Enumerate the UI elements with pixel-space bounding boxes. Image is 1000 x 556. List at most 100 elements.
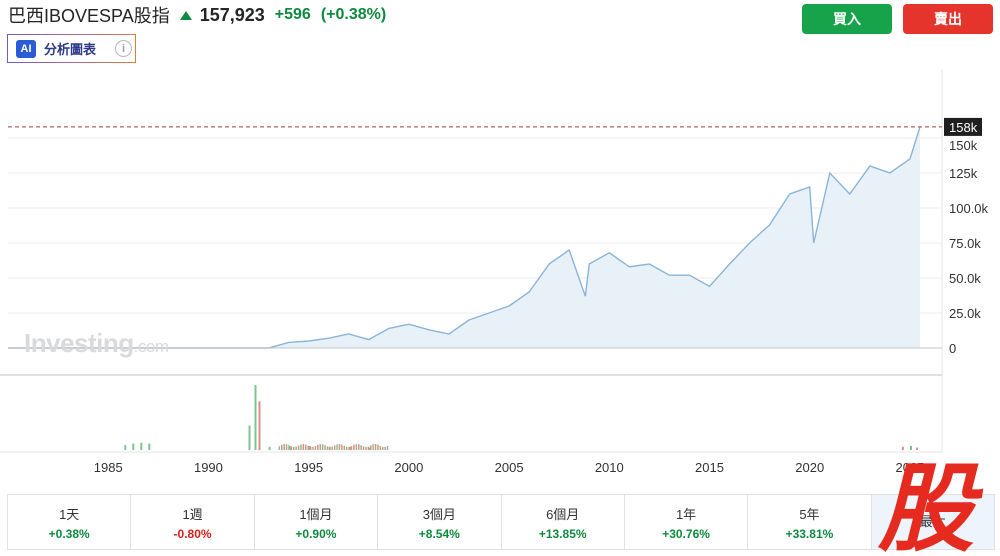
period-label: 1天 (59, 506, 80, 522)
last-price: 157,923 (199, 4, 265, 25)
period-cell[interactable]: 最大 (871, 495, 994, 549)
stamp-logo: 股 (877, 458, 984, 554)
watermark-suffix: .com (133, 337, 169, 356)
instrument-header: 巴西IBOVESPA股指 157,923 +596 (+0.38%) (8, 2, 386, 28)
period-cell[interactable]: 1天 +0.38% (8, 495, 132, 549)
volume-bar (278, 446, 281, 450)
period-value: +8.54% (418, 526, 460, 541)
volume-bar (910, 445, 912, 450)
volume-bar (386, 446, 389, 450)
volume-bar (353, 444, 355, 450)
volume-bar (329, 447, 331, 450)
ai-analysis-label: 分析圖表 (44, 42, 97, 57)
ai-analysis-button[interactable]: AI 分析圖表 (7, 34, 136, 63)
period-performance-bar: 1天 +0.38% 1週 -0.80% 1個月 +0.90% 3個月 +8.54% 6個月 +13… (7, 494, 995, 550)
volume-bar (326, 446, 329, 450)
period-cell[interactable]: 1週 -0.80% (131, 495, 255, 549)
period-cell[interactable]: 6個月 +13.85% (502, 495, 625, 549)
volume-bar (288, 445, 290, 450)
volume-bar (124, 445, 127, 450)
period-value: +13.85% (538, 526, 587, 541)
volume-bar (384, 446, 386, 450)
x-tick-label: 2015 (695, 460, 724, 475)
watermark-brand: Investing (24, 328, 134, 358)
volume-bar (317, 444, 319, 450)
volume-bar (338, 444, 341, 450)
volume-bar (140, 442, 143, 450)
investing-watermark: Investing.com (24, 328, 169, 359)
volume-bar (365, 447, 367, 450)
volume-bar (305, 444, 307, 450)
svg-text:股: 股 (877, 458, 984, 554)
volume-bar (295, 446, 297, 450)
period-cell[interactable]: 3個月 +8.54% (378, 495, 502, 549)
x-tick-label: 1985 (94, 460, 123, 475)
volume-bar (368, 447, 371, 450)
x-tick-label: 2005 (495, 460, 524, 475)
current-price-label: 158k (949, 120, 978, 135)
period-cell[interactable]: 1個月 +0.90% (255, 495, 379, 549)
volume-bar (370, 445, 372, 450)
volume-bar (314, 446, 317, 450)
volume-bar (148, 443, 151, 450)
x-tick-label: 1990 (194, 460, 223, 475)
volume-bar (321, 444, 324, 450)
volume-bar (324, 445, 326, 450)
x-tick-label: 2000 (394, 460, 423, 475)
volume-bar (308, 445, 311, 450)
sell-button[interactable]: 賣出 (903, 4, 993, 34)
volume-bar (283, 444, 285, 450)
x-tick-label: 2020 (795, 460, 824, 475)
x-tick-label: 2025 (895, 460, 924, 475)
volume-bar (372, 444, 374, 450)
y-tick-label: 75.0k (949, 236, 981, 251)
volume-bar (319, 444, 321, 450)
volume-bar (374, 444, 377, 450)
price-area (8, 126, 920, 348)
period-value: -0.80% (173, 526, 212, 541)
period-value: +30.76% (662, 526, 710, 541)
volume-bar (360, 445, 362, 450)
volume-bar (258, 401, 261, 451)
volume-bar (333, 445, 336, 450)
period-label: 1年 (675, 506, 697, 522)
volume-bar (343, 445, 345, 450)
volume-bar (293, 447, 295, 450)
instrument-title: 巴西IBOVESPA股指 (8, 6, 170, 26)
volume-bar (348, 446, 350, 450)
volume-bar (350, 446, 353, 450)
period-value: +0.90% (295, 526, 337, 541)
volume-bar (341, 444, 343, 450)
ai-icon: AI (16, 39, 36, 58)
y-tick-label: 100.0k (949, 201, 989, 216)
volume-bar (309, 446, 312, 450)
period-cell[interactable]: 1年 +30.76% (625, 495, 749, 549)
volume-bar (297, 445, 300, 450)
volume-bar (336, 444, 338, 450)
volume-bar (132, 443, 135, 450)
volume-bar (254, 385, 257, 450)
period-label: 最大 (919, 513, 946, 529)
arrow-up-icon (179, 10, 192, 20)
price-chart[interactable]: 158k 150k 125k 100.0k 75.0k 50.0k 25.0k 0 1985 19… (0, 70, 1000, 480)
period-label: 6個月 (546, 506, 580, 522)
period-label: 1個月 (299, 506, 333, 522)
y-tick-label: 50.0k (949, 271, 981, 286)
x-tick-label: 2010 (595, 460, 624, 475)
volume-bar (916, 447, 918, 450)
chart-canvas[interactable]: 158k 150k 125k 100.0k 75.0k 50.0k 25.0k 0 1985 19… (0, 70, 1000, 480)
y-tick-label: 0 (949, 341, 956, 356)
volume-bar (307, 445, 309, 450)
period-cell[interactable]: 5年 +33.81% (748, 495, 872, 549)
volume-bar (290, 446, 293, 450)
info-icon[interactable]: i (115, 40, 132, 57)
buy-button[interactable]: 買入 (802, 4, 892, 34)
period-label: 5年 (799, 506, 820, 522)
volume-bar (302, 444, 305, 450)
volume-bar (379, 445, 382, 450)
volume-bar (248, 425, 251, 450)
volume-bar (358, 444, 360, 450)
y-tick-label: 25.0k (949, 306, 981, 321)
volume-bar (281, 444, 283, 450)
volume-bar (331, 446, 333, 450)
